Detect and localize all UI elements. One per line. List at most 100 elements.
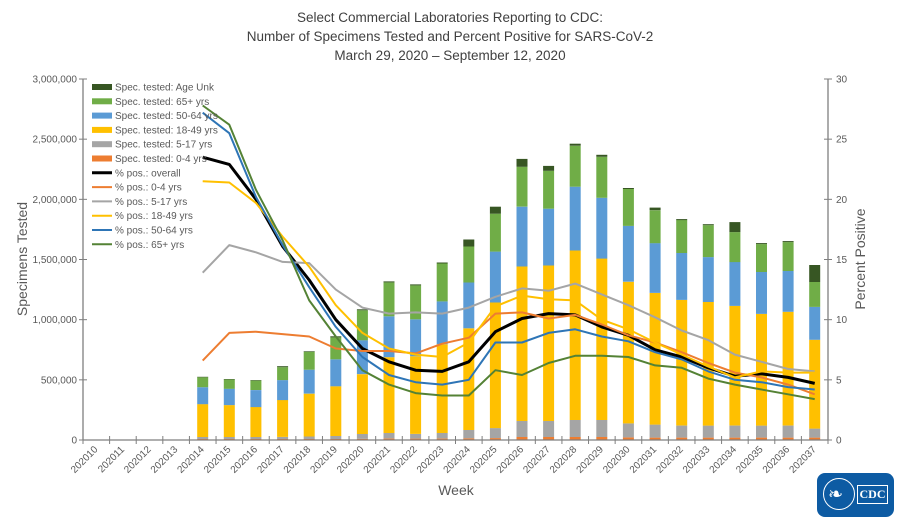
legend-label: % pos.: 50-64 yrs xyxy=(115,226,193,237)
line-series-1 xyxy=(201,311,816,396)
bar-segment-202020-s2 xyxy=(356,374,368,434)
bar-segment-202033-s1 xyxy=(702,425,714,438)
bar-segment-202024-s1 xyxy=(463,430,475,439)
bar-segment-202030-s1 xyxy=(622,423,634,438)
bar-segment-202018-s1 xyxy=(303,436,315,439)
legend-label: Spec. tested: 5-17 yrs xyxy=(115,140,212,151)
bar-segment-202036-s3 xyxy=(782,270,794,312)
bar-segment-202024-s5 xyxy=(463,239,475,247)
bar-segment-202021-s0 xyxy=(383,438,395,440)
bar-segment-202035-s0 xyxy=(756,437,767,440)
x-tick-label: 202027 xyxy=(521,444,553,476)
y-tick-label: 1,500,000 xyxy=(33,255,78,266)
y-tick-label: 2,500,000 xyxy=(33,135,78,146)
bar-segment-202031-s3 xyxy=(649,243,661,293)
x-tick-label: 202015 xyxy=(202,444,234,476)
bar-segment-202014-s2 xyxy=(197,404,209,437)
bar-segment-202023-s4 xyxy=(436,263,448,302)
bar-segment-202026-s3 xyxy=(516,206,528,267)
bar-segment-202031-s4 xyxy=(649,210,661,244)
bar-segment-202031-s5 xyxy=(649,207,661,211)
legend-item: % pos.: 0-4 yrs xyxy=(92,183,182,194)
bar-segment-202029-s4 xyxy=(596,156,608,198)
x-tick-label: 202032 xyxy=(654,444,686,476)
x-tick-label: 202036 xyxy=(761,444,793,476)
bar-segment-202029-s3 xyxy=(596,197,608,259)
bar-segment-202022-s1 xyxy=(410,434,422,439)
y-tick-label: 2,000,000 xyxy=(33,195,78,206)
y-tick-label: 500,000 xyxy=(41,375,78,386)
y-tick-label: 0 xyxy=(71,436,77,447)
bar-segment-202017-s5 xyxy=(277,366,289,368)
x-tick-label: 202013 xyxy=(149,444,181,476)
x-tick-label: 202022 xyxy=(388,444,420,476)
y2-axis-title: Percent Positive xyxy=(852,208,868,309)
line-series-4 xyxy=(202,111,815,391)
bar-segment-202037-s3 xyxy=(809,306,821,340)
hhs-eagle-icon: ❧ xyxy=(828,484,844,504)
bar-segment-202029-s2 xyxy=(596,258,608,420)
bar-segment-202026-s1 xyxy=(516,421,528,437)
bar-segment-202030-s3 xyxy=(622,225,634,282)
bar-segment-202025-s0 xyxy=(489,438,501,440)
legend-swatch xyxy=(92,84,112,90)
y2-tick-label: 25 xyxy=(836,135,848,146)
bar-segment-202027-s1 xyxy=(543,421,555,437)
legend-item: Spec. tested: Age Unk xyxy=(92,83,215,94)
bar-segment-202030-s2 xyxy=(622,281,634,424)
bar-segment-202028-s0 xyxy=(569,437,581,440)
bar-segment-202030-s5 xyxy=(622,188,634,189)
legend-item: Spec. tested: 65+ yrs xyxy=(92,97,209,108)
legend-label: % pos.: 65+ yrs xyxy=(115,240,184,251)
bar-segment-202036-s5 xyxy=(782,241,794,243)
bar-segment-202035-s2 xyxy=(756,313,767,426)
bar-segment-202016-s3 xyxy=(250,390,262,408)
bar-segment-202037-s2 xyxy=(809,339,821,429)
legend-item: Spec. tested: 0-4 yrs xyxy=(92,154,207,165)
hhs-seal-icon xyxy=(823,478,855,510)
bar-segment-202021-s4 xyxy=(383,282,395,317)
bar-segment-202022-s0 xyxy=(410,438,422,440)
lines-layer xyxy=(201,104,816,401)
x-tick-label: 202024 xyxy=(442,444,474,476)
bar-segment-202034-s4 xyxy=(729,232,741,263)
bar-segment-202020-s1 xyxy=(356,434,368,439)
x-tick-label: 202020 xyxy=(335,444,367,476)
y2-tick-label: 5 xyxy=(836,375,842,386)
bar-segment-202025-s4 xyxy=(489,213,501,252)
x-tick-label: 202033 xyxy=(681,444,713,476)
x-tick-label: 202028 xyxy=(548,444,580,476)
bar-segment-202028-s5 xyxy=(569,143,581,146)
legend-item: % pos.: 18-49 yrs xyxy=(92,211,193,222)
bar-segment-202027-s4 xyxy=(543,170,555,209)
bar-segment-202022-s4 xyxy=(410,285,422,320)
bar-segment-202017-s1 xyxy=(277,437,289,439)
chart-title: Select Commercial Laboratories Reporting… xyxy=(0,8,900,65)
bar-segment-202014-s3 xyxy=(197,387,209,405)
bar-segment-202018-s4 xyxy=(303,351,315,370)
bar-segment-202034-s3 xyxy=(729,262,741,306)
y2-tick-label: 20 xyxy=(836,195,848,206)
bar-segment-202028-s2 xyxy=(569,250,581,420)
bar-segment-202026-s5 xyxy=(516,158,528,167)
bar-segment-202037-s1 xyxy=(809,428,821,438)
title-line-1: Select Commercial Laboratories Reporting… xyxy=(296,10,604,25)
bar-segment-202029-s5 xyxy=(596,154,608,157)
x-tick-label: 202018 xyxy=(282,444,314,476)
bar-segment-202033-s4 xyxy=(702,225,714,258)
bar-segment-202034-s2 xyxy=(729,305,741,426)
bar-segment-202035-s1 xyxy=(756,425,767,438)
bar-segment-202028-s4 xyxy=(569,145,581,187)
bar-segment-202032-s4 xyxy=(676,220,688,253)
legend-swatch xyxy=(92,155,112,162)
x-tick-label: 202017 xyxy=(255,444,287,476)
x-tick-label: 202019 xyxy=(309,444,341,476)
legend-label: Spec. tested: 65+ yrs xyxy=(115,97,209,108)
bar-segment-202032-s2 xyxy=(676,299,688,426)
bar-segment-202024-s0 xyxy=(463,438,475,440)
bar-segment-202027-s0 xyxy=(543,437,555,440)
bar-segment-202034-s0 xyxy=(729,437,741,440)
x-tick-label: 202037 xyxy=(787,444,819,476)
bar-segment-202025-s2 xyxy=(489,302,501,429)
